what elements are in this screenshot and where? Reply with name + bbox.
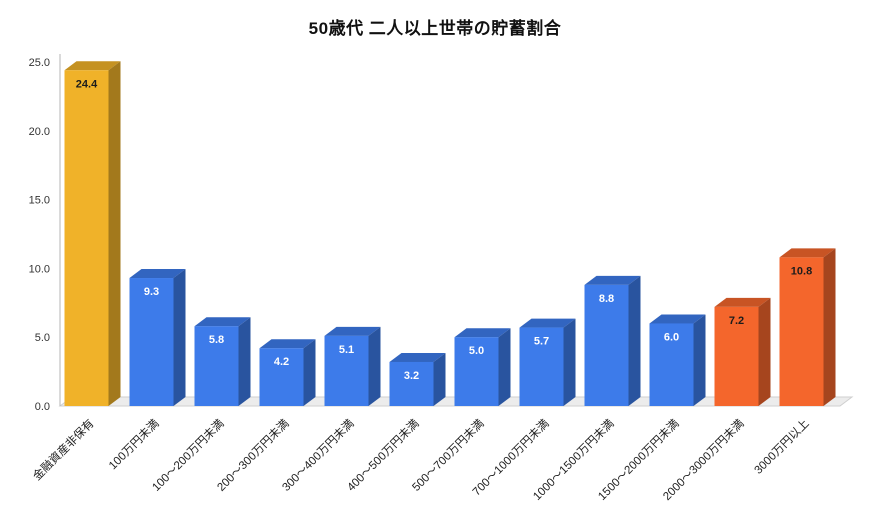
bar-top-face [389,352,446,362]
bar-value-label: 6.0 [664,331,679,343]
bar-top-face [584,275,641,285]
bar-side-face [498,328,511,406]
bar-value-label: 5.8 [209,334,224,346]
bar-side-face [108,61,121,406]
bar-value-label: 7.2 [729,315,744,327]
bar-value-label: 24.4 [76,78,98,90]
bar-front-face [454,337,499,406]
bar-value-label: 10.8 [791,265,812,277]
bar-value-label: 5.7 [534,336,549,348]
bar-value-label: 5.0 [469,345,484,357]
bar-front-face [389,361,434,406]
bar-top-face [129,269,186,279]
bar-side-face [693,314,706,406]
bar-top-face [779,248,836,258]
x-category-label: 3000万円以上 [752,417,812,477]
y-tick-label: 10.0 [29,263,50,275]
x-category-label: 100〜200万円未満 [150,417,227,494]
bar-top-face [64,61,121,71]
x-category-label: 金融資産非保有 [30,416,97,483]
bar-value-label: 9.3 [144,286,159,298]
bar-front-face [714,306,759,406]
bar-side-face [823,248,836,406]
x-category-label: 300〜400万円未満 [280,417,357,494]
bar-top-face [454,328,511,338]
bar-front-face [64,70,109,407]
bar-front-face [324,335,369,406]
bar-front-face [129,278,174,406]
x-category-label: 200〜300万円未満 [215,417,292,494]
y-tick-label: 25.0 [29,57,50,69]
bar-side-face [433,352,446,406]
bar-value-label: 4.2 [274,356,289,368]
bar-top-face [194,317,251,327]
bar-side-face [628,275,641,406]
bar-top-face [649,314,706,324]
bar-front-face [519,327,564,406]
y-tick-label: 5.0 [35,332,50,344]
x-category-label: 500〜700万円未満 [410,417,487,494]
bar-side-face [368,326,381,406]
bar-front-face [584,284,629,406]
bar-side-face [563,318,576,406]
bar-value-label: 5.1 [339,344,354,356]
y-tick-label: 0.0 [35,401,50,413]
y-tick-label: 15.0 [29,195,50,207]
bar-front-face [194,326,239,406]
bar-side-face [303,339,316,406]
bar-side-face [238,317,251,406]
bar-front-face [779,257,824,406]
bar-side-face [758,297,771,406]
y-tick-label: 20.0 [29,126,50,138]
x-category-label: 400〜500万円未満 [345,417,422,494]
bar-top-face [324,326,381,336]
bar-front-face [259,348,304,406]
bar-side-face [173,269,186,406]
chart-title: 50歳代 二人以上世帯の貯蓄割合 [308,19,562,38]
bar-value-label: 8.8 [599,293,614,305]
bar-top-face [714,297,771,307]
bar-top-face [519,318,576,328]
bar-value-label: 3.2 [404,370,419,382]
x-category-label: 100万円未満 [106,417,161,472]
bar-front-face [649,323,694,406]
bar-top-face [259,339,316,349]
